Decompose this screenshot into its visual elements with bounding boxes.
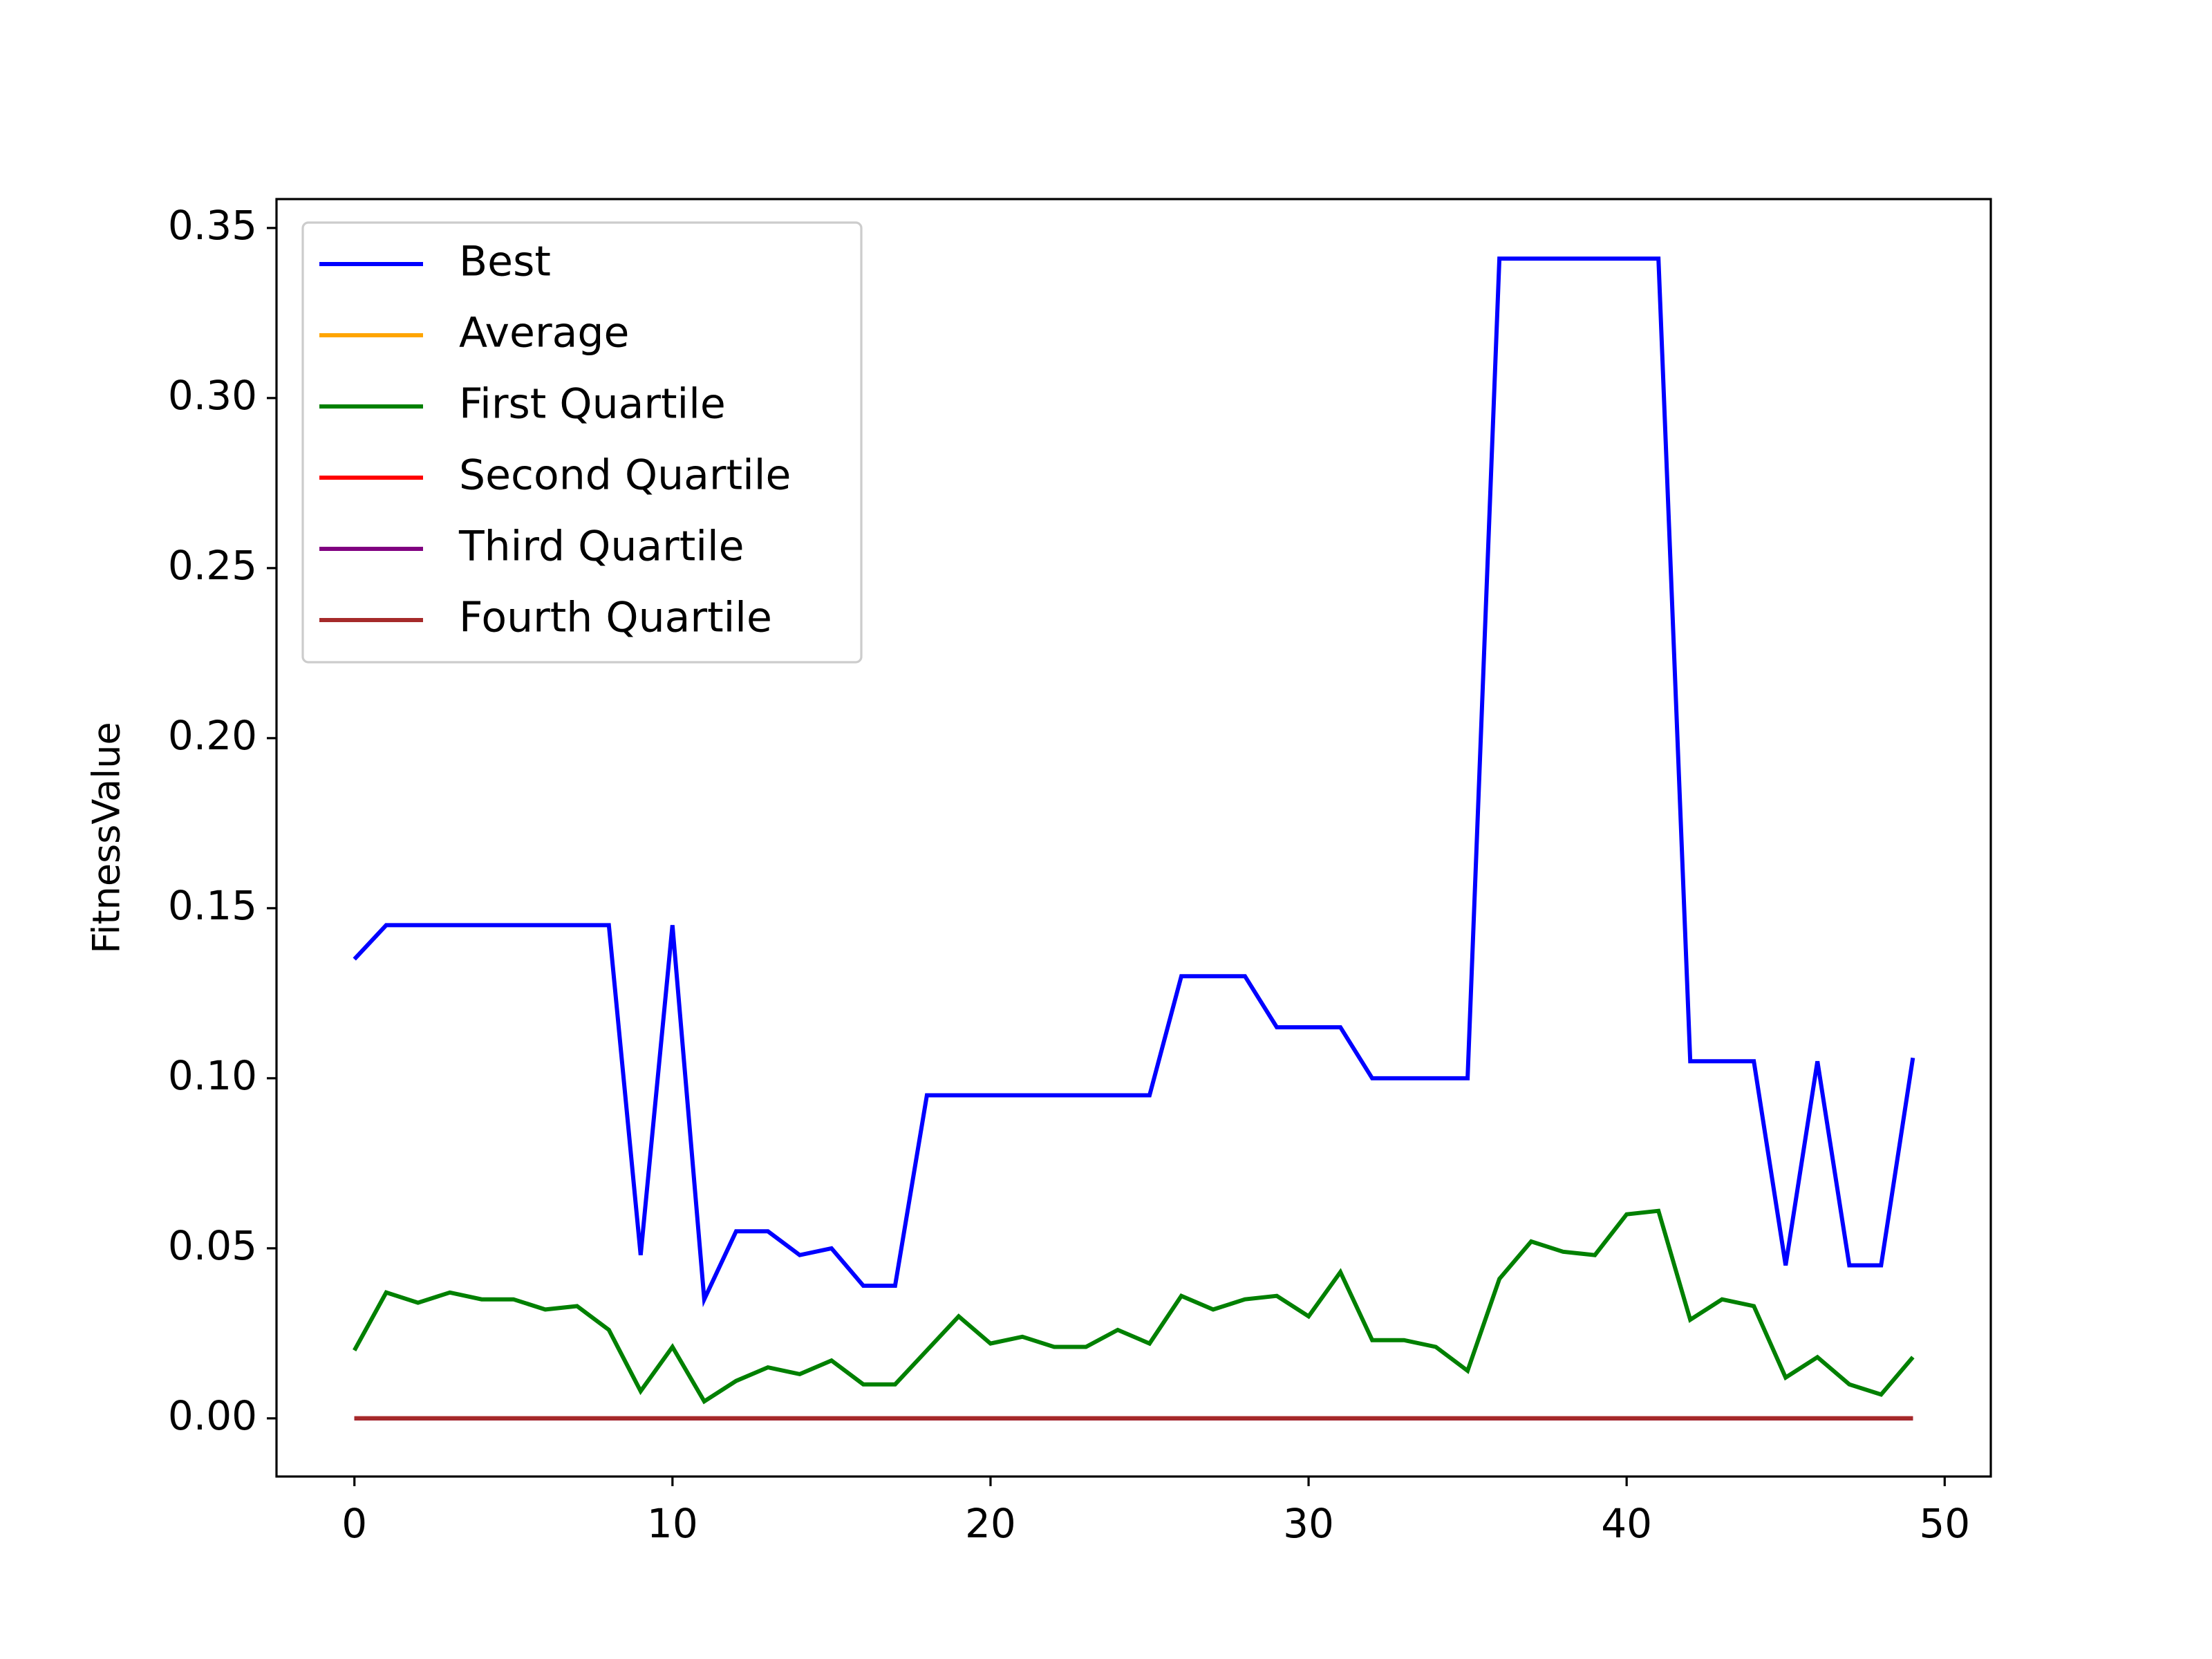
plot-frame [275,198,1992,1478]
y-tick-label: 0.05 [168,1222,257,1269]
legend-label-second-quartile: Second Quartile [459,451,791,500]
legend: Best Average First Quartile Second Quartile… [301,221,863,664]
x-tick-label: 0 [341,1500,367,1547]
y-tick-label: 0.25 [168,542,257,589]
legend-label-first-quartile: First Quartile [459,380,726,429]
y-tick-label: 0.35 [168,202,257,249]
y-tick-label: 0.30 [168,372,257,419]
y-tick-label: 0.15 [168,882,257,929]
series-line-best [353,256,1915,1308]
x-tick-label: 50 [1919,1500,1970,1547]
legend-label-third-quartile: Third Quartile [458,523,744,571]
y-axis-label: FitnessValue [85,722,129,953]
series-line-first-quartile [353,1208,1915,1405]
y-tick-label: 0.10 [168,1052,257,1099]
series-layer [353,256,1915,1421]
legend-label-fourth-quartile: Fourth Quartile [459,594,772,642]
y-tick-label: 0.00 [168,1392,257,1439]
legend-box [301,221,863,664]
legend-label-average: Average [459,309,629,357]
x-tick-label: 10 [647,1500,698,1547]
x-tick-label: 20 [965,1500,1016,1547]
x-tick-label: 40 [1601,1500,1652,1547]
y-tick-label: 0.20 [168,712,257,759]
y-axis: 0.00 0.05 0.10 0.15 0.20 0.25 0.30 0.35 [168,202,276,1439]
x-axis: 0 10 20 30 40 50 [341,1477,1970,1547]
legend-label-best: Best [459,238,551,286]
x-tick-label: 30 [1283,1500,1334,1547]
